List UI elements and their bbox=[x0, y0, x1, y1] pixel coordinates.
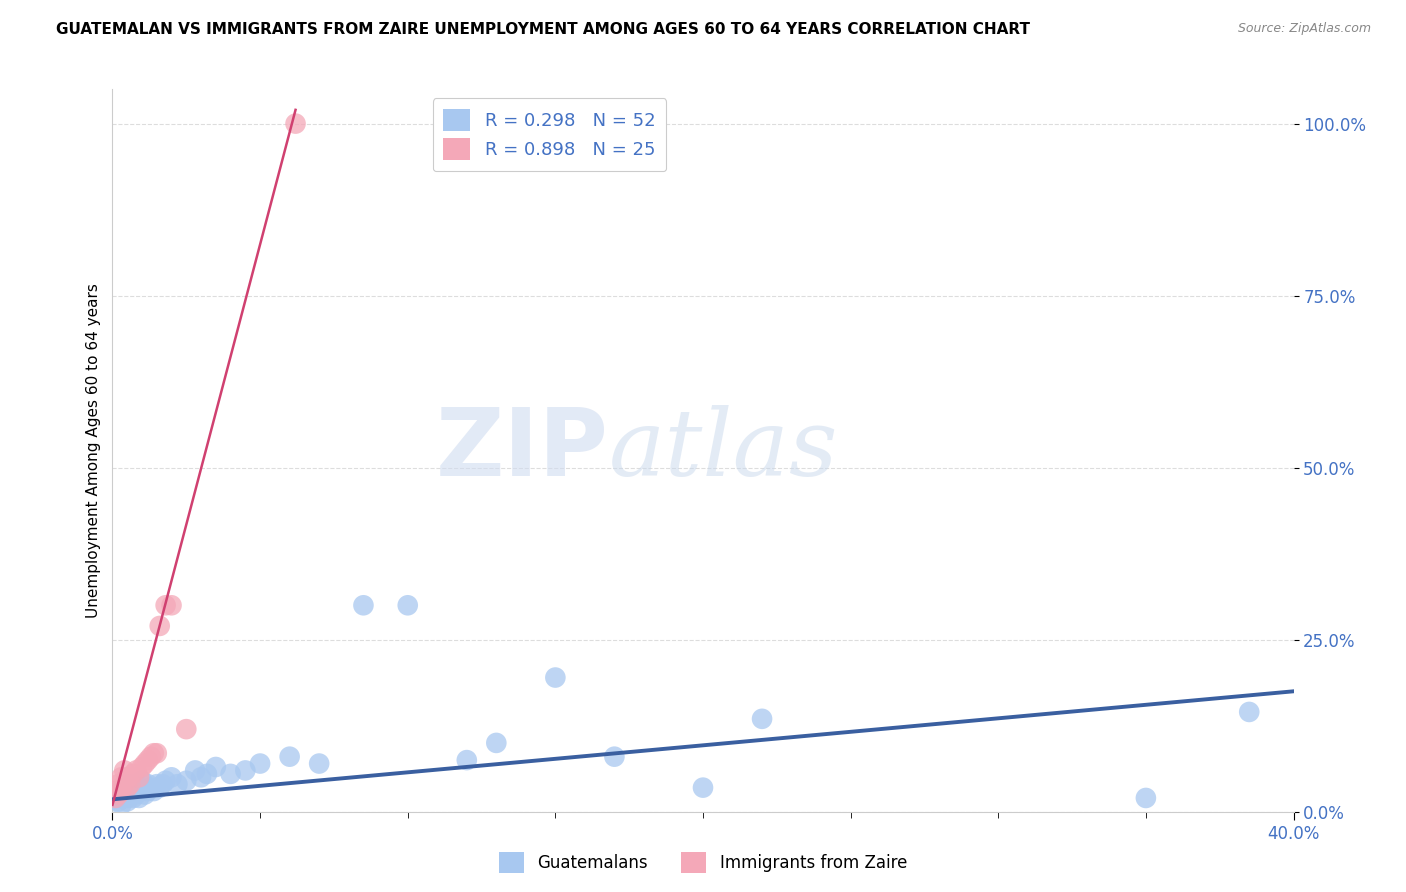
Point bbox=[117, 780, 138, 795]
Point bbox=[104, 784, 127, 798]
Point bbox=[131, 760, 153, 774]
Point bbox=[136, 777, 159, 791]
Point bbox=[692, 780, 714, 795]
Point bbox=[112, 791, 135, 805]
Point bbox=[456, 753, 478, 767]
Point bbox=[117, 794, 138, 808]
Point bbox=[152, 777, 174, 791]
Point bbox=[160, 599, 183, 613]
Point bbox=[184, 764, 207, 778]
Point bbox=[134, 788, 156, 802]
Point bbox=[155, 599, 177, 613]
Point bbox=[112, 777, 135, 791]
Point bbox=[603, 749, 626, 764]
Point bbox=[125, 764, 148, 778]
Point bbox=[146, 777, 169, 791]
Point bbox=[104, 791, 127, 805]
Point bbox=[190, 770, 212, 784]
Point bbox=[128, 780, 150, 795]
Text: GUATEMALAN VS IMMIGRANTS FROM ZAIRE UNEMPLOYMENT AMONG AGES 60 TO 64 YEARS CORRE: GUATEMALAN VS IMMIGRANTS FROM ZAIRE UNEM… bbox=[56, 22, 1031, 37]
Point bbox=[128, 770, 150, 784]
Point bbox=[122, 791, 145, 805]
Point bbox=[195, 767, 218, 781]
Point bbox=[352, 599, 374, 613]
Point bbox=[107, 794, 129, 808]
Point bbox=[112, 784, 135, 798]
Point bbox=[544, 671, 567, 685]
Point bbox=[117, 780, 138, 795]
Text: Source: ZipAtlas.com: Source: ZipAtlas.com bbox=[1237, 22, 1371, 36]
Point bbox=[1135, 791, 1157, 805]
Point bbox=[110, 797, 132, 812]
Point bbox=[278, 749, 301, 764]
Point bbox=[117, 770, 138, 784]
Point bbox=[166, 777, 188, 791]
Point bbox=[110, 770, 132, 784]
Point bbox=[112, 788, 135, 802]
Point bbox=[174, 722, 197, 736]
Point bbox=[107, 788, 129, 802]
Point bbox=[131, 784, 153, 798]
Point bbox=[120, 777, 142, 791]
Legend: R = 0.298   N = 52, R = 0.898   N = 25: R = 0.298 N = 52, R = 0.898 N = 25 bbox=[433, 98, 666, 171]
Point bbox=[146, 746, 169, 760]
Text: ZIP: ZIP bbox=[436, 404, 609, 497]
Point bbox=[125, 788, 148, 802]
Point bbox=[117, 791, 138, 805]
Point bbox=[122, 784, 145, 798]
Point bbox=[142, 746, 165, 760]
Point bbox=[205, 760, 228, 774]
Point bbox=[233, 764, 256, 778]
Point bbox=[120, 788, 142, 802]
Point bbox=[751, 712, 773, 726]
Point bbox=[142, 784, 165, 798]
Point bbox=[104, 791, 127, 805]
Point bbox=[125, 777, 148, 791]
Point bbox=[107, 777, 129, 791]
Point bbox=[139, 780, 162, 795]
Point bbox=[120, 777, 142, 791]
Point bbox=[134, 756, 156, 771]
Point bbox=[155, 773, 177, 788]
Point bbox=[396, 599, 419, 613]
Text: atlas: atlas bbox=[609, 406, 838, 495]
Point bbox=[110, 784, 132, 798]
Point bbox=[136, 784, 159, 798]
Point bbox=[219, 767, 242, 781]
Point bbox=[284, 117, 307, 131]
Point bbox=[128, 791, 150, 805]
Y-axis label: Unemployment Among Ages 60 to 64 years: Unemployment Among Ages 60 to 64 years bbox=[86, 283, 101, 618]
Point bbox=[249, 756, 271, 771]
Point bbox=[139, 749, 162, 764]
Point bbox=[131, 773, 153, 788]
Point bbox=[149, 780, 172, 795]
Point bbox=[110, 784, 132, 798]
Point bbox=[308, 756, 330, 771]
Point bbox=[149, 619, 172, 633]
Point bbox=[174, 773, 197, 788]
Point bbox=[485, 736, 508, 750]
Point bbox=[107, 788, 129, 802]
Point bbox=[122, 767, 145, 781]
Point bbox=[136, 753, 159, 767]
Legend: Guatemalans, Immigrants from Zaire: Guatemalans, Immigrants from Zaire bbox=[492, 846, 914, 880]
Point bbox=[112, 764, 135, 778]
Point bbox=[160, 770, 183, 784]
Point bbox=[1239, 705, 1261, 719]
